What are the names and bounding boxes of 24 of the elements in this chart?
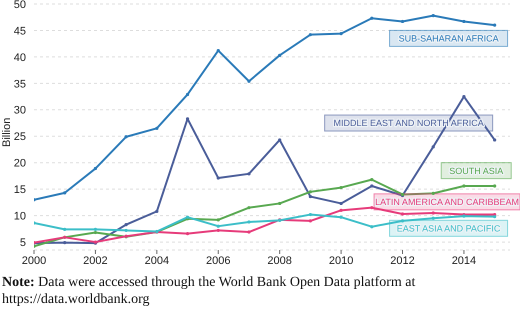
y-tick-label: 25 [14, 131, 26, 144]
y-tick-label: 10 [14, 210, 26, 223]
y-tick-label: 20 [14, 158, 26, 170]
x-tick-label: 2010 [328, 254, 354, 267]
x-tick-label: 2000 [22, 254, 46, 267]
series-label: EAST ASIA AND PACIFIC [396, 224, 501, 234]
y-tick-label: 50 [14, 0, 26, 11]
y-tick-label: 35 [14, 78, 26, 90]
y-tick-label: 30 [14, 104, 26, 117]
x-tick-label: 2004 [144, 254, 170, 267]
x-tick-label: 2014 [452, 254, 476, 267]
x-tick-label: 2012 [390, 254, 415, 267]
series-label: SUB-SAHARAN AFRICA [398, 34, 499, 44]
series-label: LATIN AMERICA AND CARIBBEAM [375, 197, 519, 208]
x-tick-label: 2006 [206, 254, 230, 267]
y-tick-label: 15 [14, 184, 26, 196]
x-tick-label: 2002 [83, 254, 108, 267]
text: Note: Data were accessed through the World Bank Open Data platform at https://data.worldbank.org [2, 274, 416, 308]
y-tick-label: 40 [14, 52, 26, 64]
y-tick-label: 45 [14, 25, 26, 38]
y-tick-label: 5 [20, 236, 26, 249]
series-label: SOUTH ASIA [449, 166, 504, 176]
x-tick-label: 2008 [267, 254, 292, 267]
y-axis-title: Billion [0, 118, 13, 147]
